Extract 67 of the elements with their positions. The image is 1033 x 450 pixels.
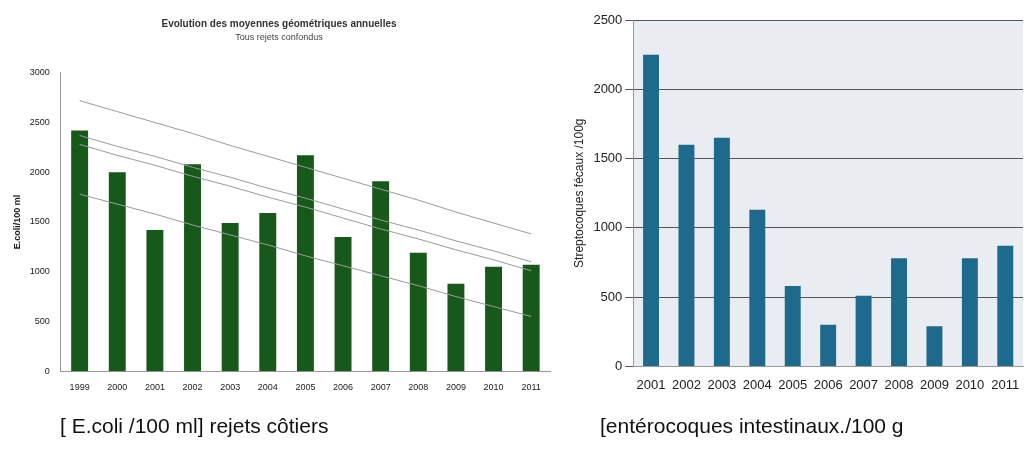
bar [184,164,201,372]
y-tick-label: 1000 [29,266,50,277]
bar [146,229,164,372]
x-tick-label: 2007 [849,376,879,392]
x-tick-label: 2010 [955,376,985,392]
x-tick-label: 2004 [742,376,772,392]
bar [334,236,352,372]
x-tick-label: 2002 [182,382,203,393]
bar [259,213,277,372]
x-tick-label: 2010 [483,382,504,393]
y-tick-label: 0 [615,357,623,373]
y-tick-label: 1500 [593,150,623,166]
y-tick-label: 1500 [29,216,50,227]
x-tick-label: 2011 [521,382,541,393]
x-tick-label: 2008 [884,376,914,392]
bar [713,137,730,366]
y-tick-label: 2000 [593,80,623,96]
chart-title: Evolution des moyennes géométriques annuelles [161,17,397,29]
bar [997,245,1014,366]
bar [447,283,465,372]
y-tick-label: 500 [34,315,50,326]
x-tick-label: 2002 [672,376,701,392]
y-axis-title: Streptocoques fécaux /100g [571,118,586,268]
chart-subtitle: Tous rejets confondus [235,31,324,42]
x-tick-label: 2008 [408,382,429,393]
x-tick-label: 2005 [778,376,808,392]
x-tick-label: 2000 [107,382,128,393]
bar [820,324,837,366]
x-tick-label: 2009 [919,376,949,392]
bar [961,258,978,366]
y-tick-label: 3000 [29,67,50,78]
x-tick-label: 2007 [370,382,391,393]
x-tick-label: 2005 [295,382,316,393]
y-tick-label: 2000 [29,166,50,177]
bar [221,223,239,372]
bar [71,130,89,372]
bar [784,286,801,366]
bar [409,252,427,372]
x-tick-label: 2001 [144,382,165,393]
bar [926,326,943,366]
x-tick-label: 2004 [257,382,278,393]
y-tick-label: 1000 [593,219,623,235]
bar [108,172,126,372]
x-tick-label: 2003 [220,382,241,393]
text: [entérocoques intestinaux./100 g [600,414,904,438]
bar [485,266,503,372]
bar [643,54,659,366]
bar [749,209,766,366]
bar [855,295,872,366]
y-axis-title: E.coli/100 ml [11,194,22,250]
x-tick-label: 2006 [813,376,843,392]
bar [372,181,390,372]
y-tick-label: 0 [44,365,50,376]
x-tick-label: 2006 [333,382,354,393]
text: [ E.coli /100 ml] rejets côtiers [60,414,329,438]
bar [522,264,540,372]
y-tick-label: 500 [600,288,623,304]
bar [678,144,695,366]
bar [296,155,314,372]
x-tick-label: 2003 [707,376,737,392]
bar [891,258,907,366]
y-tick-label: 2500 [593,11,623,27]
x-tick-label: 2011 [991,376,1020,392]
x-tick-label: 1999 [69,382,90,393]
y-tick-label: 2500 [29,117,50,128]
x-tick-label: 2009 [445,382,466,393]
x-tick-label: 2001 [636,376,666,392]
